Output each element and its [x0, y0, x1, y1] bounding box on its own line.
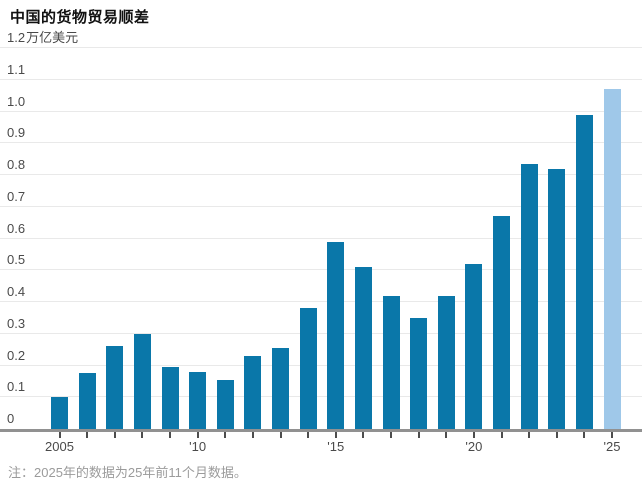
y-axis-tick-value: 0.8: [7, 157, 26, 172]
bar-2005: [51, 397, 68, 429]
y-axis-tick-label: 0.5: [7, 253, 25, 267]
y-axis-tick-value: 0.1: [7, 379, 26, 395]
bar-2020: [465, 264, 483, 429]
gridline: [0, 142, 642, 144]
gridline: [0, 396, 642, 398]
bar-2015: [327, 242, 345, 429]
x-axis-tick: [86, 432, 89, 438]
y-axis-tick-value: 0.4: [7, 284, 26, 299]
bar-2017: [382, 296, 400, 429]
x-axis-tick-label: '10: [189, 439, 207, 454]
x-axis-tick: [251, 432, 254, 438]
y-axis-tick-label: 0.8: [7, 158, 25, 172]
gridline: [0, 174, 642, 175]
x-axis-tick: [445, 432, 448, 438]
x-axis-tick: [390, 432, 392, 438]
y-axis-tick-value: 1.2: [7, 30, 26, 45]
x-axis-tick: [196, 432, 199, 438]
y-axis-tick-label: 0.7: [7, 188, 26, 204]
x-axis-tick-label: '25: [603, 439, 621, 454]
x-axis-tick-label: '20: [465, 439, 483, 454]
x-axis-tick: [362, 432, 365, 438]
bar-2006: [78, 373, 96, 429]
gridline: [0, 47, 642, 48]
x-axis-line: [0, 429, 642, 432]
x-axis-tick: [611, 432, 613, 438]
y-axis-tick-label: 1.1: [7, 61, 26, 77]
y-axis-tick-label: 1.2万亿美元: [7, 31, 78, 45]
x-axis-tick-label: 2005: [45, 439, 74, 454]
bar-2014: [299, 308, 317, 429]
bar-2022: [520, 164, 538, 429]
x-axis-tick: [417, 432, 420, 438]
x-axis-tick: [555, 432, 558, 438]
x-axis-tick-label: '15: [327, 439, 345, 454]
bar-2016: [354, 267, 372, 429]
bar-2011: [216, 380, 234, 429]
y-axis-tick-label: 0.6: [7, 220, 26, 236]
x-axis-tick: [141, 432, 144, 438]
y-axis-tick-value: 0.9: [7, 125, 26, 141]
y-axis-tick-value: 1.0: [7, 93, 26, 109]
y-axis-tick-label: 0.4: [7, 285, 25, 299]
x-axis-tick: [583, 432, 586, 438]
y-axis-tick-label: 0.1: [7, 380, 25, 394]
gridline: [0, 237, 642, 239]
y-axis-tick-label: 0.3: [7, 315, 26, 331]
gridline: [0, 364, 642, 366]
bar-2025: [603, 89, 621, 429]
y-axis-tick-label: 0.9: [7, 126, 25, 140]
gridline: [0, 301, 642, 302]
y-axis-tick-label: 1.0: [7, 93, 26, 109]
footnote: 注：2025年的数据为25年前11个月数据。: [8, 465, 247, 480]
y-axis-tick-label: 0: [7, 412, 14, 426]
bar-2024: [575, 115, 593, 429]
bar-2013: [272, 348, 289, 429]
gridline: [0, 332, 642, 334]
gridline: [0, 78, 642, 80]
bar-2009: [161, 367, 179, 429]
x-axis-tick: [113, 432, 116, 438]
gridline: [0, 269, 642, 271]
bar-2012: [244, 356, 262, 429]
bar-2007: [106, 346, 124, 429]
x-axis-tick: [307, 432, 310, 438]
y-axis-tick-value: 1.1: [7, 61, 26, 77]
bar-2018: [410, 318, 428, 429]
x-axis-tick: [58, 432, 61, 438]
x-axis-tick: [279, 432, 282, 438]
bar-2010: [189, 372, 207, 429]
chart-title: 中国的货物贸易顺差: [10, 9, 150, 26]
y-axis-tick-label: 0.2: [7, 347, 26, 363]
bar-2021: [493, 216, 510, 429]
x-axis-tick: [224, 432, 227, 438]
bar-2019: [437, 296, 455, 429]
x-axis-tick: [528, 432, 531, 438]
bar-2008: [133, 334, 151, 429]
bar-2023: [548, 169, 566, 429]
y-axis-tick-value: 0.7: [7, 188, 26, 204]
x-axis-tick: [169, 432, 171, 438]
gridline: [0, 110, 642, 112]
x-axis-tick: [472, 432, 475, 438]
y-axis-tick-value: 0.2: [7, 347, 26, 363]
y-axis-tick-value: 0.3: [7, 315, 26, 331]
x-axis-tick: [334, 432, 337, 438]
y-axis-unit-label: 万亿美元: [26, 30, 79, 45]
y-axis-tick-value: 0.5: [7, 252, 26, 268]
x-axis-tick: [500, 432, 503, 438]
gridline: [0, 205, 642, 207]
y-axis-tick-value: 0.6: [7, 220, 26, 236]
y-axis-tick-value: 0: [7, 411, 15, 426]
